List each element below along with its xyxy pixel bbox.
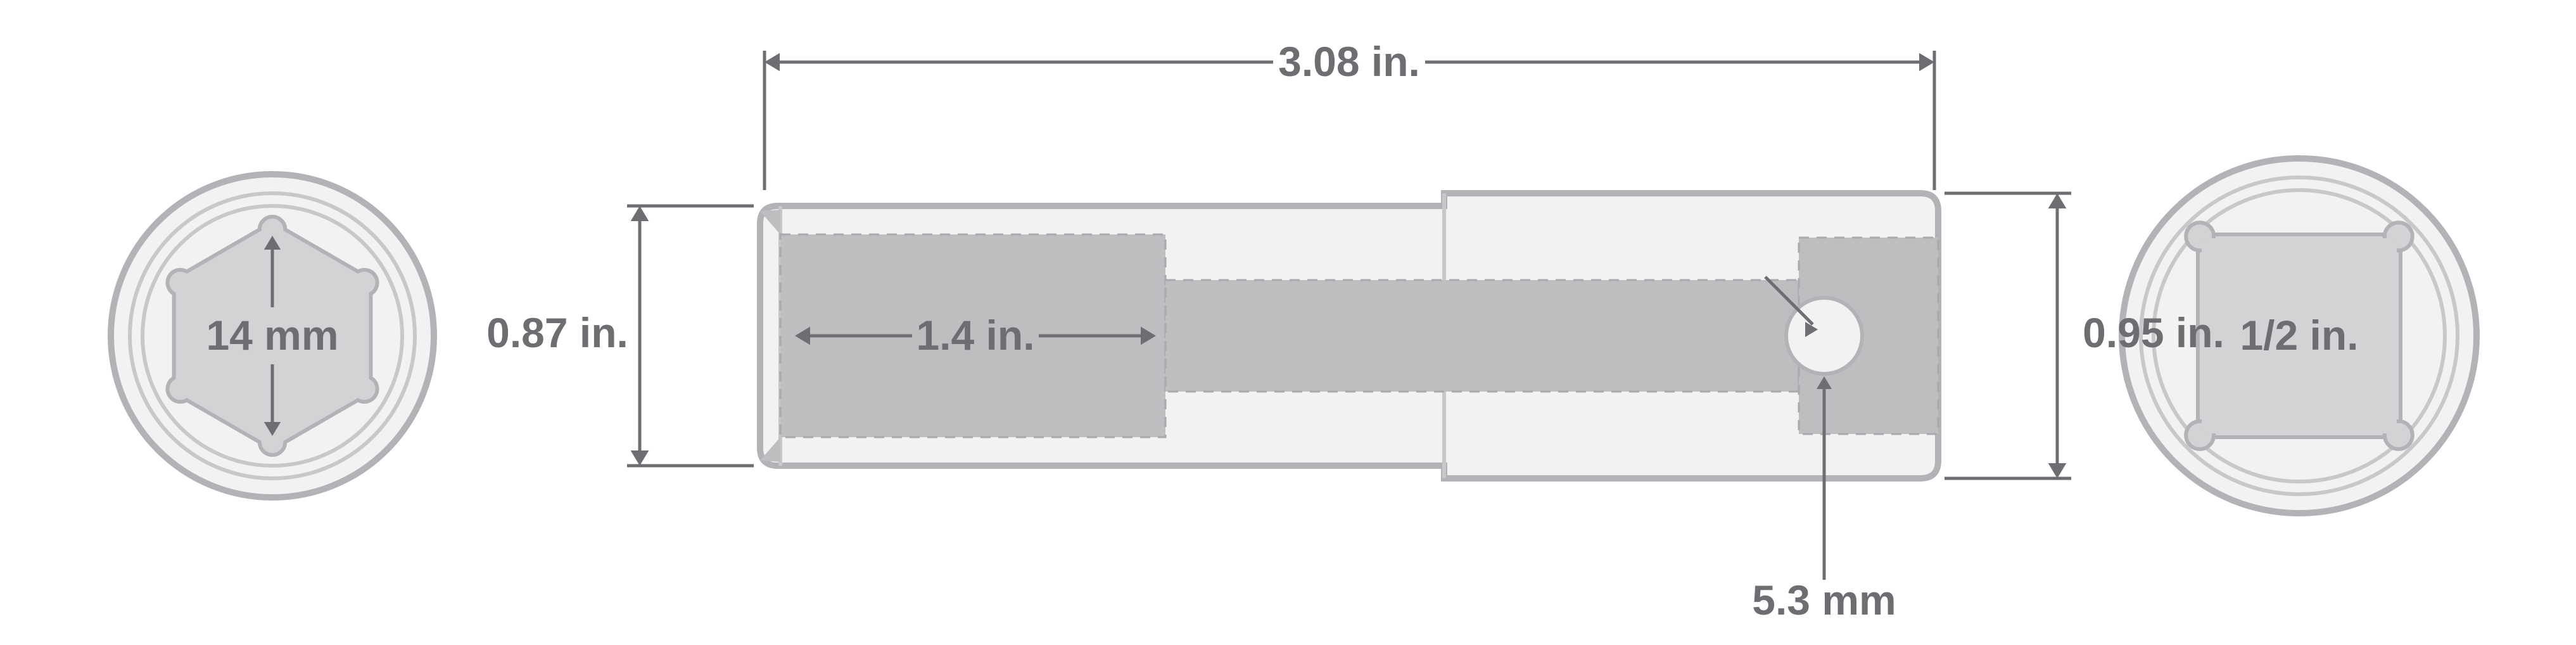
svg-text:5.3 mm: 5.3 mm: [1752, 577, 1896, 623]
svg-text:0.95 in.: 0.95 in.: [2083, 309, 2224, 356]
drive-size-label: 1/2 in.: [2240, 312, 2358, 359]
svg-text:3.08 in.: 3.08 in.: [1278, 38, 1420, 85]
dim-small-diameter: 0.87 in.: [486, 206, 754, 466]
hex-size-label: 14 mm: [206, 312, 338, 359]
dim-overall-length: 3.08 in.: [765, 38, 1934, 190]
hex-end-view: 14 mm: [111, 174, 434, 497]
socket-drawing: 14 mm 1/2 in. 3.08 in. 0.87 in. 0.95 in. 1.4 …: [0, 0, 2576, 645]
svg-text:0.87 in.: 0.87 in.: [486, 309, 628, 356]
svg-text:1.4 in.: 1.4 in.: [916, 312, 1034, 359]
